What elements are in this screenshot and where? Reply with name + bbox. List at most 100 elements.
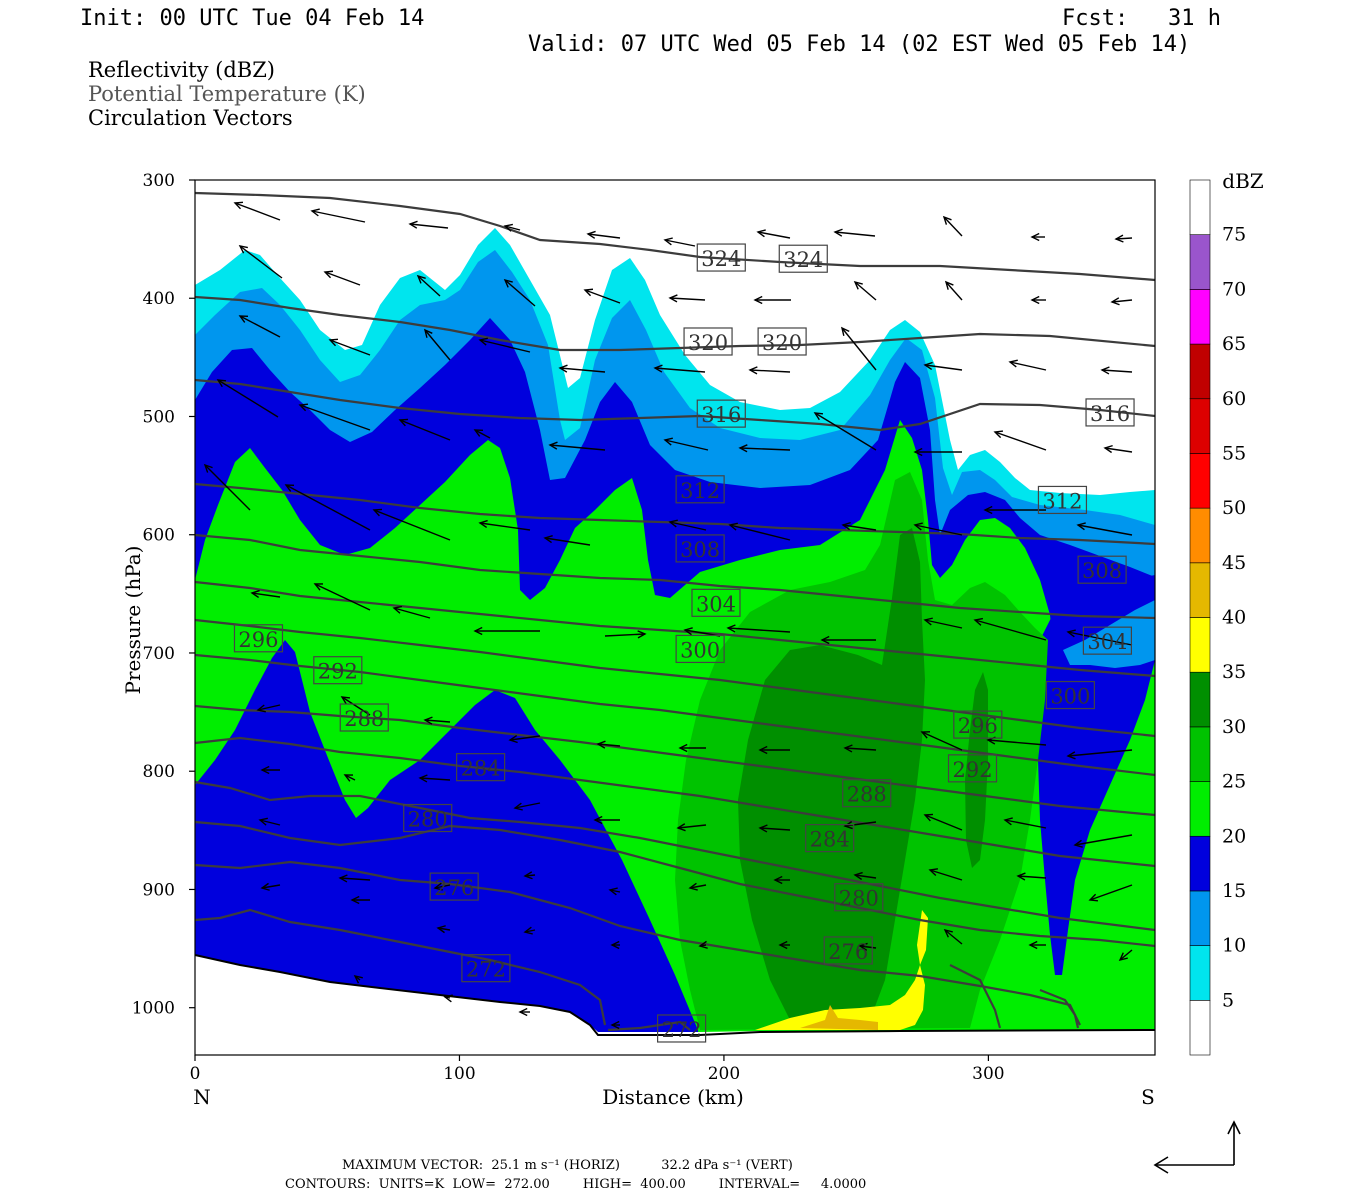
theta-contour — [194, 580, 1156, 678]
theta-label: 284 — [805, 824, 855, 853]
circulation-vector — [392, 605, 431, 619]
theta-contour — [194, 378, 1156, 432]
circulation-vector — [1030, 232, 1045, 242]
circulation-vector — [756, 229, 791, 239]
circulation-vector — [1114, 234, 1133, 243]
circulation-vector — [858, 942, 877, 951]
theta-contour — [194, 780, 1156, 932]
theta-label: 300 — [1045, 680, 1095, 710]
circulation-vector — [416, 274, 441, 297]
reflectivity-40dbz-region — [800, 1005, 878, 1030]
plot-frame — [194, 179, 1156, 1056]
circulation-vector — [1003, 817, 1047, 829]
colorbar-level-label: 55 — [1222, 442, 1246, 464]
circulation-vector — [1076, 522, 1133, 536]
circulation-vector — [726, 624, 791, 633]
reflectivity-30dbz-region — [738, 528, 925, 1020]
circulation-vector — [543, 534, 591, 546]
x-end-label-right: S — [1141, 1085, 1155, 1109]
x-axis-label: Distance (km) — [602, 1085, 744, 1109]
circulation-vector — [238, 245, 283, 279]
circulation-vector — [698, 940, 708, 949]
colorbar-swatch — [1189, 343, 1211, 400]
circulation-vector — [478, 337, 531, 353]
circulation-vector — [258, 817, 281, 826]
circulation-vector — [340, 696, 371, 716]
theta-label: 288 — [339, 703, 389, 732]
colorbar-swatch — [1189, 507, 1211, 564]
svg-text:276: 276 — [434, 876, 474, 900]
circulation-vector — [313, 583, 371, 611]
circulation-vector — [610, 940, 620, 950]
theta-label: 280 — [834, 883, 884, 912]
reference-vector-icon — [1153, 1120, 1241, 1174]
colorbar-swatch — [1189, 781, 1211, 837]
theta-label: 276 — [429, 872, 479, 901]
theta-label: 280 — [403, 803, 453, 833]
theta-label: 272 — [461, 954, 511, 983]
circulation-vector — [728, 522, 791, 541]
colorbar-level-label: 45 — [1222, 552, 1246, 574]
circulation-vector — [1073, 834, 1133, 848]
colorbar-unit: dBZ — [1222, 169, 1264, 193]
circulation-vector — [513, 802, 541, 811]
theta-contour — [194, 820, 1156, 948]
circulation-vector — [1110, 297, 1133, 306]
circulation-vector — [943, 928, 963, 945]
circulation-vector — [408, 220, 449, 229]
terrain-surface-line — [194, 954, 1156, 1036]
init-time: Init: 00 UTC Tue 04 Feb 14 — [80, 6, 425, 31]
colorbar-level-label: 25 — [1222, 771, 1246, 793]
theta-contour — [607, 1020, 691, 1032]
field-potential-temperature: Potential Temperature (K) — [88, 82, 366, 106]
theta-label: 308 — [675, 534, 725, 563]
colorbar-level-label: 10 — [1222, 935, 1246, 957]
circulation-vector — [923, 361, 963, 371]
circulation-vector — [238, 315, 281, 338]
colorbar-level-label: 15 — [1222, 880, 1246, 902]
circulation-vector — [260, 882, 281, 891]
circulation-vector — [843, 821, 877, 830]
svg-text:272: 272 — [662, 1018, 702, 1042]
circulation-vector — [338, 874, 371, 883]
circulation-vector — [653, 364, 706, 373]
colorbar-swatch — [1189, 453, 1211, 509]
colorbar-swatch — [1189, 617, 1211, 673]
colorbar-level-label: 40 — [1222, 607, 1246, 629]
colorbar-level-label: 35 — [1222, 661, 1246, 683]
theta-contour — [194, 704, 1156, 817]
circulation-vector — [343, 774, 356, 782]
colorbar-level-label: 65 — [1222, 333, 1246, 355]
circulation-vector — [586, 230, 621, 239]
circulation-vector — [1100, 366, 1133, 375]
circulation-vector — [216, 379, 279, 418]
plot-area: 324 324 320 320 316 316 312 312 308 308 304 304 300 3… — [194, 179, 1156, 1056]
reflectivity-20dbz-clear-bottom — [195, 640, 698, 1055]
svg-text:324: 324 — [783, 248, 823, 272]
circulation-vector — [310, 208, 366, 223]
x-end-label-left: N — [193, 1085, 211, 1109]
theta-label: 296 — [953, 710, 1003, 739]
circulation-vector — [596, 740, 621, 749]
svg-text:312: 312 — [680, 479, 720, 503]
svg-text:324: 324 — [701, 247, 741, 271]
theta-contour — [194, 618, 1156, 738]
circulation-vectors — [203, 201, 1133, 1030]
svg-text:280: 280 — [408, 808, 448, 832]
svg-text:288: 288 — [344, 707, 384, 731]
svg-text:292: 292 — [318, 660, 358, 684]
circulation-vector — [923, 813, 963, 831]
svg-text:304: 304 — [696, 592, 736, 616]
circulation-vector — [604, 630, 647, 639]
colorbar-swatch — [1189, 671, 1211, 728]
colorbar-level-label: 70 — [1222, 278, 1246, 300]
theta-contour-labels: 324 324 320 320 316 316 312 312 308 308 304 304 300 3… — [233, 243, 1135, 1043]
circulation-vector — [256, 704, 281, 713]
circulation-vector — [423, 328, 451, 361]
svg-text:300: 300 — [680, 638, 720, 662]
circulation-vector — [473, 429, 491, 439]
colorbar-level-label: 20 — [1222, 825, 1246, 847]
circulation-vector — [973, 617, 1047, 641]
svg-text:272: 272 — [466, 958, 506, 982]
colorbar-level-label: 50 — [1222, 497, 1246, 519]
